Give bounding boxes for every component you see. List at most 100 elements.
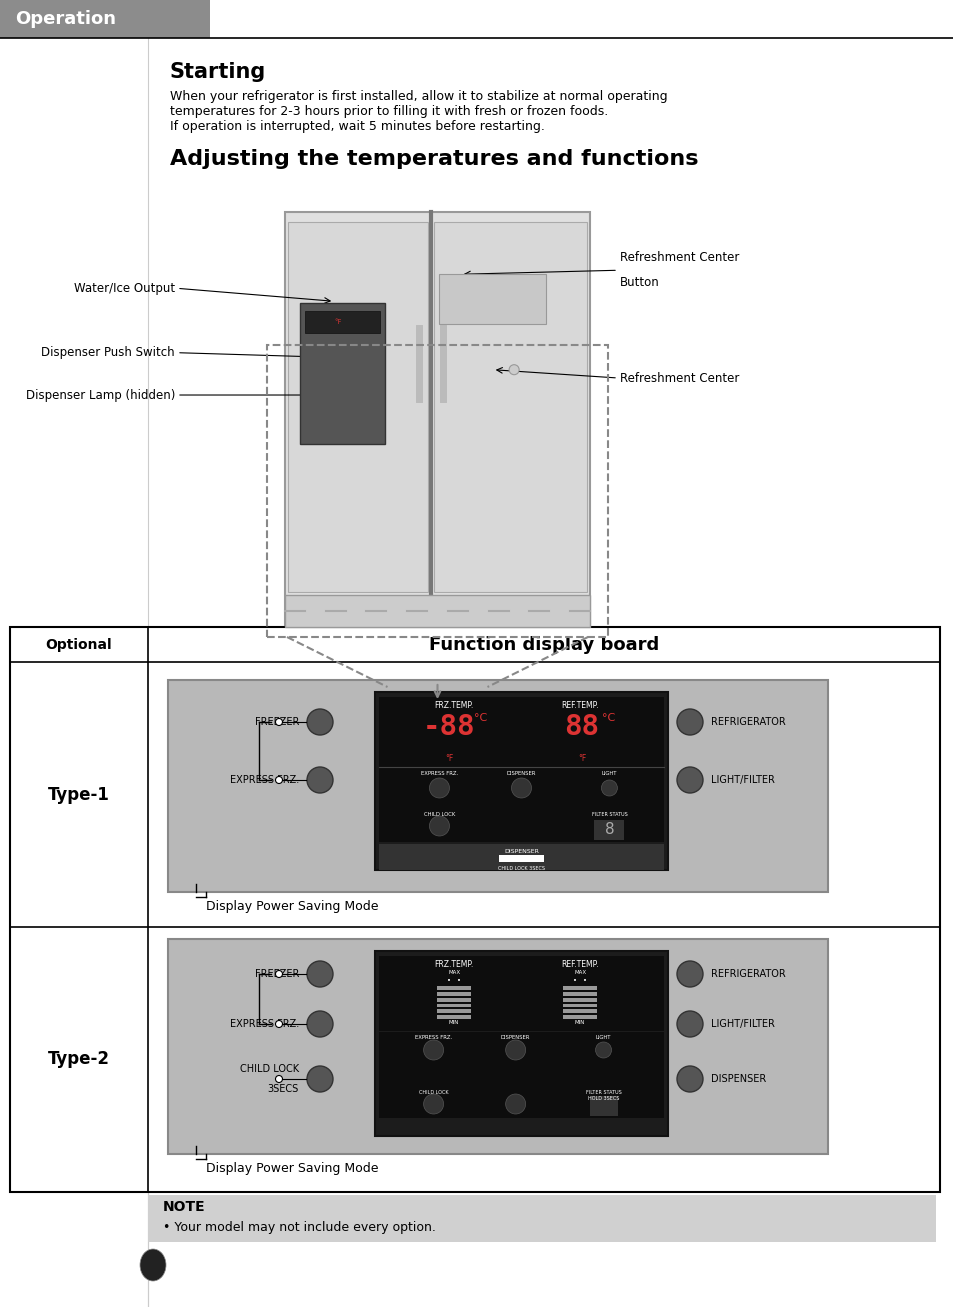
Bar (378, 844, 663, 870)
Bar (439, 274, 545, 324)
Bar (378, 955, 663, 1031)
Bar (375, 951, 667, 1136)
Text: MIN: MIN (575, 1019, 585, 1025)
Bar (434, 222, 586, 592)
Bar (436, 997, 471, 1001)
Ellipse shape (140, 1249, 166, 1281)
Text: °F: °F (334, 319, 341, 325)
Text: Display Power Saving Mode: Display Power Saving Mode (206, 1162, 378, 1175)
Circle shape (307, 961, 333, 987)
Circle shape (429, 816, 449, 836)
Bar (436, 1004, 471, 1008)
Text: FRZ.TEMP.: FRZ.TEMP. (434, 701, 474, 710)
Circle shape (509, 365, 518, 375)
Text: Optional: Optional (46, 638, 112, 651)
Text: -88: -88 (422, 714, 475, 741)
Circle shape (677, 1067, 702, 1093)
Circle shape (600, 780, 617, 796)
Text: DISPENSER: DISPENSER (503, 850, 538, 853)
Text: Type-1: Type-1 (48, 786, 110, 804)
Bar (305, 311, 380, 333)
Text: REFRIGERATOR: REFRIGERATOR (710, 718, 785, 727)
Bar (436, 1009, 471, 1013)
Bar (436, 992, 471, 996)
Text: •: • (456, 978, 460, 984)
Text: LIGHT: LIGHT (601, 771, 617, 776)
Bar (10, 627, 939, 1192)
Circle shape (275, 1021, 282, 1027)
Circle shape (677, 961, 702, 987)
Text: CHILD LOCK: CHILD LOCK (423, 812, 455, 817)
Text: EXPRESS FRZ.: EXPRESS FRZ. (415, 1035, 452, 1040)
Text: FILTER STATUS
HOLD 3SECS: FILTER STATUS HOLD 3SECS (585, 1090, 620, 1102)
Text: • Your model may not include every option.: • Your model may not include every optio… (163, 1222, 436, 1234)
Text: DISPENSER: DISPENSER (500, 1035, 530, 1040)
Text: 88: 88 (564, 714, 599, 741)
Text: Dispenser Push Switch: Dispenser Push Switch (41, 346, 174, 359)
Text: °C: °C (601, 714, 615, 723)
Bar (562, 1016, 597, 1019)
Text: Display Power Saving Mode: Display Power Saving Mode (206, 901, 378, 914)
Text: •: • (582, 978, 586, 984)
Circle shape (429, 778, 449, 799)
Bar (562, 985, 597, 989)
Text: °C: °C (474, 714, 487, 723)
Text: MIN: MIN (449, 1019, 458, 1025)
Text: Refreshment Center: Refreshment Center (619, 371, 739, 384)
Circle shape (595, 1042, 611, 1057)
Circle shape (423, 1094, 443, 1114)
Bar (562, 1009, 597, 1013)
Text: FRZ.TEMP.: FRZ.TEMP. (434, 961, 474, 968)
Text: LIGHT/FILTER: LIGHT/FILTER (710, 1019, 774, 1029)
Text: Dispenser Lamp (hidden): Dispenser Lamp (hidden) (26, 388, 174, 401)
Text: When your refrigerator is first installed, allow it to stabilize at normal opera: When your refrigerator is first installe… (170, 90, 667, 103)
Bar (378, 697, 663, 767)
Circle shape (307, 1067, 333, 1093)
Circle shape (677, 708, 702, 735)
Text: FILTER STATUS: FILTER STATUS (591, 812, 627, 817)
Bar (288, 222, 428, 592)
Circle shape (275, 719, 282, 725)
Text: CHILD LOCK 3SECS: CHILD LOCK 3SECS (497, 867, 544, 870)
Bar (378, 1033, 663, 1117)
Text: Function display board: Function display board (429, 635, 659, 654)
Bar (285, 212, 589, 627)
Circle shape (505, 1040, 525, 1060)
Text: LIGHT: LIGHT (596, 1035, 611, 1040)
Text: REF.TEMP.: REF.TEMP. (560, 961, 598, 968)
Text: If operation is interrupted, wait 5 minutes before restarting.: If operation is interrupted, wait 5 minu… (170, 120, 544, 133)
Text: CHILD LOCK: CHILD LOCK (239, 1064, 298, 1074)
Circle shape (307, 767, 333, 793)
Text: °F: °F (578, 754, 585, 763)
Text: EXPRESS FRZ.: EXPRESS FRZ. (420, 771, 457, 776)
Text: REFRIGERATOR: REFRIGERATOR (710, 968, 785, 979)
Circle shape (275, 776, 282, 783)
Text: Button: Button (619, 276, 659, 289)
Text: CHILD LOCK: CHILD LOCK (418, 1090, 448, 1095)
Bar (498, 855, 543, 863)
Text: Refreshment Center: Refreshment Center (619, 251, 739, 264)
Bar (267, 345, 607, 637)
Text: •: • (573, 978, 577, 984)
Bar (0, 0, 210, 38)
Text: 3SECS: 3SECS (268, 1084, 298, 1094)
Bar (168, 938, 827, 1154)
Bar (594, 819, 624, 840)
Circle shape (275, 971, 282, 978)
Bar (436, 1016, 471, 1019)
Bar (148, 1195, 935, 1242)
Circle shape (307, 1012, 333, 1036)
Text: 8: 8 (604, 822, 614, 838)
Text: MAX: MAX (448, 970, 459, 975)
Circle shape (511, 778, 531, 799)
Bar (375, 691, 667, 870)
Text: temperatures for 2-3 hours prior to filling it with fresh or frozen foods.: temperatures for 2-3 hours prior to fill… (170, 105, 608, 118)
Text: REF.TEMP.: REF.TEMP. (560, 701, 598, 710)
Circle shape (677, 1012, 702, 1036)
Bar (378, 769, 663, 842)
Text: Operation: Operation (15, 10, 116, 27)
Text: DISPENSER: DISPENSER (506, 771, 536, 776)
Text: Water/Ice Output: Water/Ice Output (73, 282, 174, 295)
Circle shape (307, 708, 333, 735)
Bar (168, 680, 827, 891)
